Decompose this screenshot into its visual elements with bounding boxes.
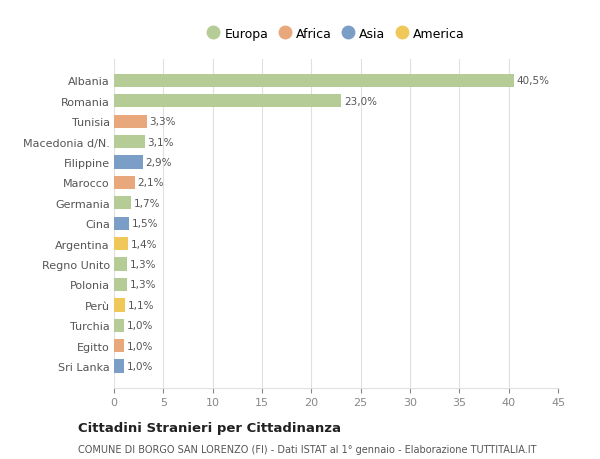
- Text: Cittadini Stranieri per Cittadinanza: Cittadini Stranieri per Cittadinanza: [78, 421, 341, 434]
- Bar: [114, 217, 129, 230]
- Bar: [114, 319, 124, 332]
- Bar: [114, 74, 514, 88]
- Text: 1,3%: 1,3%: [130, 280, 156, 290]
- Text: 2,1%: 2,1%: [137, 178, 164, 188]
- Text: 3,1%: 3,1%: [148, 137, 174, 147]
- Text: COMUNE DI BORGO SAN LORENZO (FI) - Dati ISTAT al 1° gennaio - Elaborazione TUTTI: COMUNE DI BORGO SAN LORENZO (FI) - Dati …: [78, 444, 536, 454]
- Text: 3,3%: 3,3%: [149, 117, 176, 127]
- Bar: [114, 339, 124, 353]
- Text: 1,4%: 1,4%: [131, 239, 157, 249]
- Legend: Europa, Africa, Asia, America: Europa, Africa, Asia, America: [202, 23, 470, 46]
- Text: 1,7%: 1,7%: [134, 198, 160, 208]
- Bar: [114, 237, 128, 251]
- Text: 40,5%: 40,5%: [517, 76, 550, 86]
- Bar: [114, 360, 124, 373]
- Text: 1,3%: 1,3%: [130, 259, 156, 269]
- Text: 2,9%: 2,9%: [146, 158, 172, 168]
- Bar: [114, 95, 341, 108]
- Text: 1,0%: 1,0%: [127, 341, 153, 351]
- Text: 1,0%: 1,0%: [127, 320, 153, 330]
- Bar: [114, 176, 135, 190]
- Bar: [114, 136, 145, 149]
- Bar: [114, 278, 127, 291]
- Bar: [114, 156, 143, 169]
- Text: 1,0%: 1,0%: [127, 361, 153, 371]
- Bar: [114, 258, 127, 271]
- Text: 23,0%: 23,0%: [344, 96, 377, 106]
- Bar: [114, 115, 146, 129]
- Text: 1,5%: 1,5%: [132, 219, 158, 229]
- Text: 1,1%: 1,1%: [128, 300, 154, 310]
- Bar: [114, 299, 125, 312]
- Bar: [114, 197, 131, 210]
